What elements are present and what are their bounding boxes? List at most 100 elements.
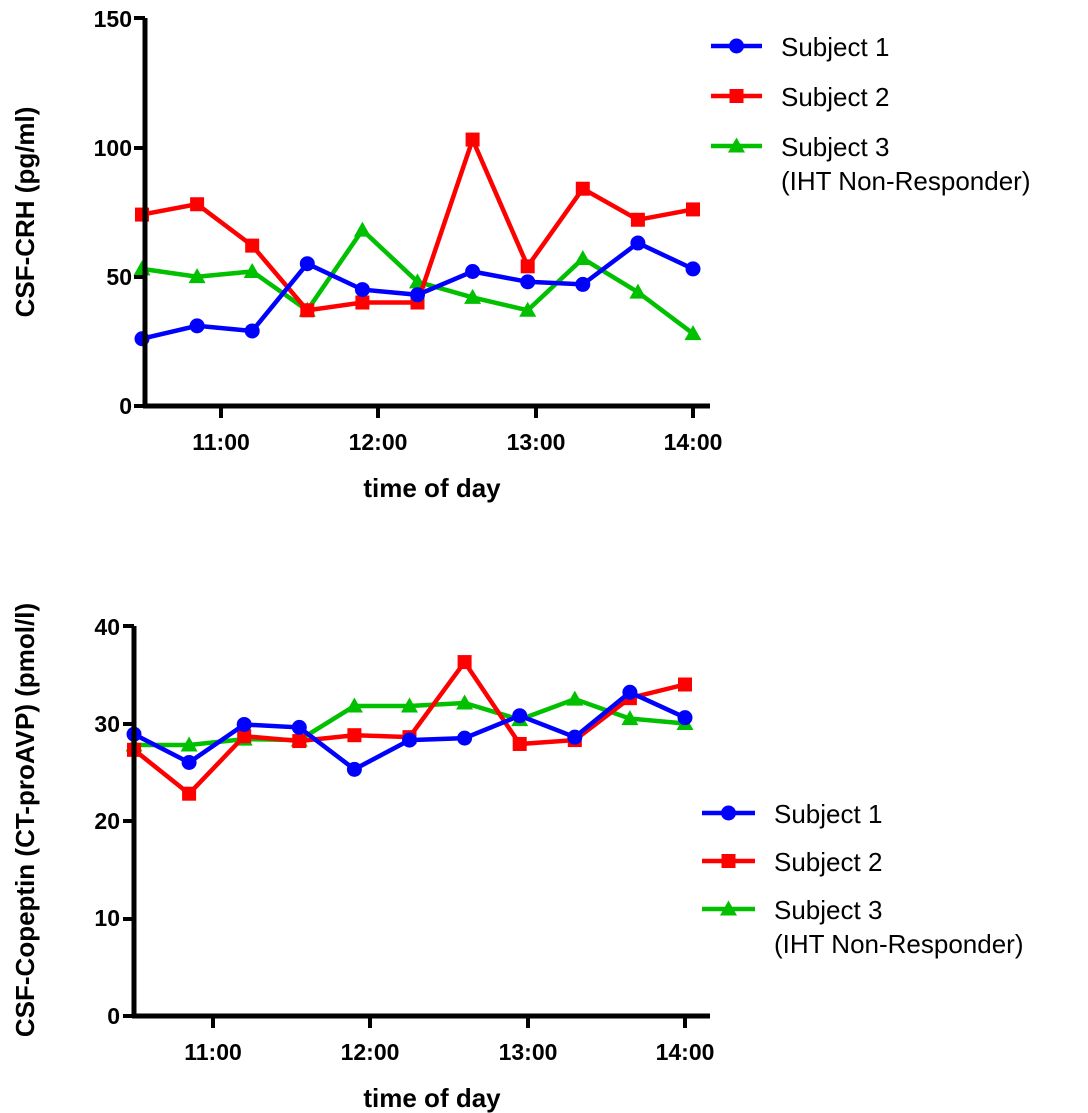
copeptin-subject-3-point (456, 694, 474, 710)
copeptin-subject-2-point (237, 729, 252, 744)
copeptin-subject-1-point (677, 710, 693, 726)
crh-plot-area (133, 132, 702, 347)
crh-y-tick-label: 50 (106, 264, 132, 290)
crh-subject-2-point (520, 259, 535, 274)
crh-x-tick-label: 11:00 (192, 429, 250, 455)
copeptin-legend-item (702, 805, 755, 821)
crh-subject-1-point (520, 274, 536, 290)
copeptin-subject-1-point (512, 708, 528, 724)
crh-subject-1-point (685, 261, 701, 277)
copeptin-x-ticks: 11:00 12:00 13:00 14:00 (184, 1039, 714, 1065)
crh-y-tick-label: 0 (119, 393, 132, 419)
chart-crh: 0 50 100 150 11:00 12:00 13:00 14:00 tim… (10, 6, 1031, 503)
crh-subject-1-point (189, 318, 205, 334)
crh-subject-1-point (575, 276, 591, 292)
crh-x-axis-title: time of day (363, 473, 501, 503)
copeptin-axes (131, 626, 710, 1019)
crh-x-tick-label: 14:00 (664, 429, 723, 455)
copeptin-subject-3-point (566, 690, 584, 706)
chart-copeptin: 0 10 20 30 40 11:00 12:00 13:00 14:00 ti… (10, 603, 1024, 1113)
crh-y-axis-title: CSF-CRH (pg/ml) (10, 107, 40, 318)
copeptin-subject-2-point (182, 786, 197, 801)
crh-legend-marker (728, 137, 745, 153)
copeptin-legend-item (702, 900, 755, 916)
crh-subject-1-point (244, 323, 260, 339)
copeptin-x-tick-label: 12:00 (341, 1039, 400, 1065)
copeptin-subject-2-point (347, 728, 362, 743)
copeptin-subject-1-point (622, 684, 638, 700)
crh-subject-3-point (353, 221, 371, 237)
copeptin-subject-1-point (181, 755, 197, 770)
copeptin-subject-1-point (457, 730, 473, 746)
crh-subject-2-point (190, 197, 205, 212)
copeptin-legend-label: Subject 3 (774, 895, 882, 925)
crh-subject-3-point (188, 268, 206, 284)
copeptin-subject-2-line (132, 658, 686, 797)
crh-subject-2-point (300, 303, 315, 318)
crh-subject-3-point (684, 325, 702, 341)
crh-axes (142, 18, 710, 409)
copeptin-y-tick-label: 0 (107, 1003, 120, 1029)
crh-subject-2-point (575, 181, 590, 196)
copeptin-subject-1-point (291, 719, 307, 735)
crh-legend: Subject 1 Subject 2 Subject 3 (IHT Non-R… (711, 32, 1031, 196)
copeptin-subject-1-point (346, 761, 362, 777)
copeptin-y-ticks: 0 10 20 30 40 (94, 614, 120, 1029)
crh-legend-marker (729, 38, 744, 54)
crh-subject-2-point (355, 295, 370, 310)
copeptin-y-tick-label: 10 (94, 905, 120, 931)
crh-legend-label: Subject 2 (781, 82, 889, 112)
crh-subject-1-point (299, 256, 315, 272)
crh-x-tick-label: 12:00 (349, 429, 408, 455)
copeptin-legend-marker (721, 854, 736, 868)
copeptin-y-tick-label: 20 (94, 808, 120, 834)
crh-y-tick-label: 150 (94, 6, 132, 32)
crh-subject-3-point (629, 283, 647, 299)
crh-subject-2-point (630, 212, 645, 227)
copeptin-subject-3-point (180, 736, 198, 752)
crh-subject-1-point (410, 287, 425, 303)
copeptin-subject-3-point (401, 697, 418, 713)
crh-legend-item (711, 38, 762, 54)
copeptin-y-tick-label: 30 (94, 711, 120, 737)
crh-legend-label-line2: (IHT Non-Responder) (781, 166, 1031, 196)
copeptin-legend-label: Subject 1 (774, 799, 882, 829)
copeptin-legend-label-line2: (IHT Non-Responder) (774, 929, 1024, 959)
crh-subject-2-point (245, 238, 260, 253)
copeptin-subject-2-point (292, 734, 307, 749)
copeptin-legend-marker (721, 805, 736, 821)
copeptin-legend-marker (720, 900, 737, 916)
crh-x-tick-label: 13:00 (507, 429, 566, 455)
copeptin-plot-area (125, 655, 694, 801)
crh-legend-label: Subject 1 (781, 32, 889, 62)
copeptin-y-axis-title: CSF-Copeptin (CT-proAVP) (pmol/l) (10, 603, 40, 1037)
copeptin-legend-label: Subject 2 (774, 847, 882, 877)
copeptin-legend: Subject 1 Subject 2 Subject 3 (IHT Non-R… (702, 799, 1024, 959)
crh-subject-2-point (465, 132, 480, 147)
copeptin-subject-3-point (621, 710, 639, 726)
copeptin-subject-1-point (236, 716, 252, 732)
copeptin-subject-2-point (678, 677, 692, 692)
copeptin-x-tick-label: 14:00 (656, 1039, 715, 1065)
crh-y-tick-label: 100 (94, 135, 132, 161)
crh-subject-3-point (243, 262, 261, 278)
copeptin-subject-2-point (457, 655, 472, 670)
crh-subject-2-point (686, 202, 700, 217)
crh-subject-1-point (354, 282, 370, 298)
crh-y-ticks: 0 50 100 150 (94, 6, 132, 419)
copeptin-x-tick-label: 13:00 (499, 1039, 558, 1065)
crh-subject-3-point (519, 301, 537, 317)
copeptin-subject-2-point (512, 736, 527, 751)
crh-x-ticks: 11:00 12:00 13:00 14:00 (192, 429, 722, 455)
copeptin-x-tick-label: 11:00 (184, 1039, 242, 1065)
crh-legend-label: Subject 3 (781, 132, 889, 162)
copeptin-subject-3-point (345, 697, 363, 713)
crh-subject-3-point (464, 288, 482, 304)
copeptin-legend-item (702, 854, 755, 868)
crh-subject-1-point (465, 263, 481, 279)
crh-legend-item (711, 89, 762, 103)
copeptin-y-tick-label: 40 (94, 614, 120, 640)
crh-subject-1-point (630, 235, 646, 251)
copeptin-x-axis-title: time of day (363, 1083, 501, 1113)
